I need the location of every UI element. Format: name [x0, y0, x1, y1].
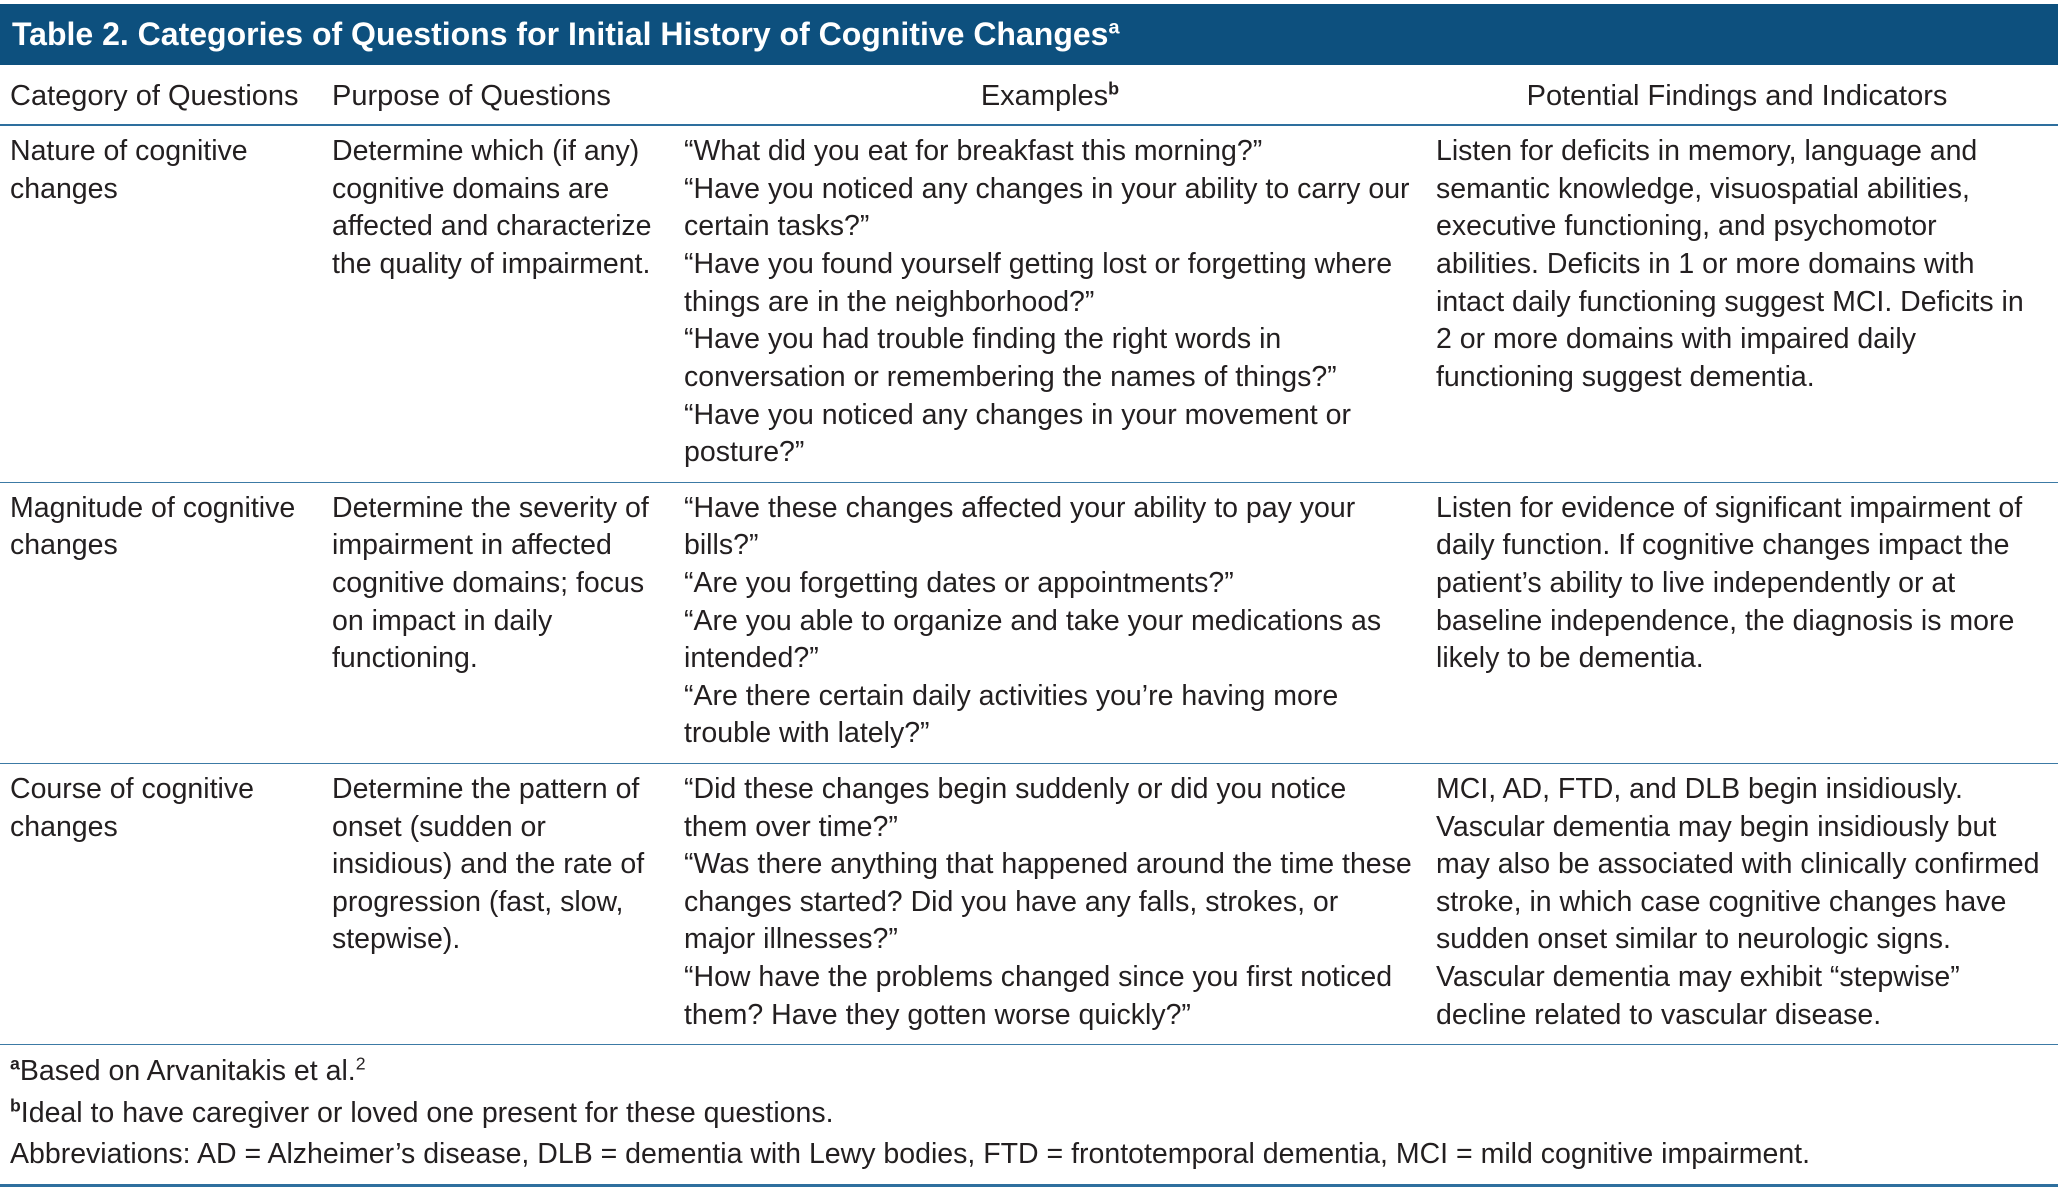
example-question: “Have you had trouble finding the right …	[684, 323, 1337, 393]
examples-footnote-marker: b	[1108, 78, 1120, 99]
table-header-row: Category of Questions Purpose of Questio…	[0, 65, 2058, 127]
table-bottom-rule	[0, 1184, 2058, 1188]
purpose-cell: Determine the severity of impairment in …	[332, 491, 649, 675]
table-row-nature: Nature of cognitive changes Determine wh…	[0, 126, 2058, 483]
table-2-categories-of-questions: Table 2. Categories of Questions for Ini…	[0, 4, 2058, 1188]
example-question: “Have you noticed any changes in your ab…	[684, 172, 1410, 243]
examples-cell: “Have these changes affected your abilit…	[684, 483, 1436, 763]
column-header-purpose: Purpose of Questions	[332, 80, 611, 112]
example-question: “Are there certain daily activities you’…	[684, 679, 1339, 750]
example-question: “Have you noticed any changes in your mo…	[684, 398, 1351, 469]
column-header-examples: Examplesb	[684, 65, 1436, 124]
example-question: “Have you found yourself getting lost or…	[684, 248, 1393, 318]
example-question: “Was there anything that happened around…	[684, 848, 1412, 956]
examples-cell: “What did you eat for breakfast this mor…	[684, 126, 1436, 481]
footnote-abbreviations: Abbreviations: AD = Alzheimer’s disease,…	[10, 1137, 1811, 1170]
example-question: “Are you forgetting dates or appointment…	[684, 566, 1234, 599]
findings-cell: MCI, AD, FTD, and DLB begin insidiously.…	[1436, 773, 2040, 1031]
example-question: “Are you able to organize and take your …	[684, 604, 1382, 675]
example-question: “Have these changes affected your abilit…	[684, 491, 1356, 562]
category-cell: Nature of cognitive changes	[10, 135, 248, 205]
table-row-course: Course of cognitive changes Determine th…	[0, 764, 2058, 1046]
table-row-magnitude: Magnitude of cognitive changes Determine…	[0, 483, 2058, 765]
table-title-footnote-marker: a	[1108, 16, 1120, 39]
column-header-findings: Potential Findings and Indicators	[1526, 80, 1948, 112]
footnote-b-text: Ideal to have caregiver or loved one pre…	[20, 1096, 834, 1129]
table-title-bar: Table 2. Categories of Questions for Ini…	[0, 4, 2058, 65]
column-header-category: Category of Questions	[10, 80, 299, 112]
purpose-cell: Determine the pattern of onset (sudden o…	[332, 773, 645, 956]
category-cell: Course of cognitive changes	[10, 773, 254, 843]
footnote-a-text: Based on Arvanitakis et al.	[19, 1055, 356, 1088]
footnote-b: bIdeal to have caregiver or loved one pr…	[10, 1093, 2048, 1134]
findings-cell: Listen for evidence of significant impai…	[1436, 491, 2023, 675]
findings-cell: Listen for deficits in memory, language …	[1436, 135, 2024, 393]
footnote-a-marker: a	[10, 1053, 20, 1074]
example-question: “How have the problems changed since you…	[684, 961, 1393, 1031]
example-question: “What did you eat for breakfast this mor…	[684, 135, 1263, 168]
footnote-a: aBased on Arvanitakis et al.2	[10, 1051, 2048, 1092]
table-title: Table 2. Categories of Questions for Ini…	[12, 16, 1109, 52]
column-header-examples-label: Examples	[980, 80, 1109, 112]
category-cell: Magnitude of cognitive changes	[10, 491, 296, 562]
examples-cell: “Did these changes begin suddenly or did…	[684, 764, 1436, 1044]
table-footnotes: aBased on Arvanitakis et al.2 bIdeal to …	[0, 1045, 2058, 1179]
footnote-b-marker: b	[10, 1095, 21, 1116]
purpose-cell: Determine which (if any) cognitive domai…	[332, 135, 652, 281]
example-question: “Did these changes begin suddenly or did…	[684, 773, 1347, 843]
footnote-a-reference: 2	[355, 1053, 366, 1074]
